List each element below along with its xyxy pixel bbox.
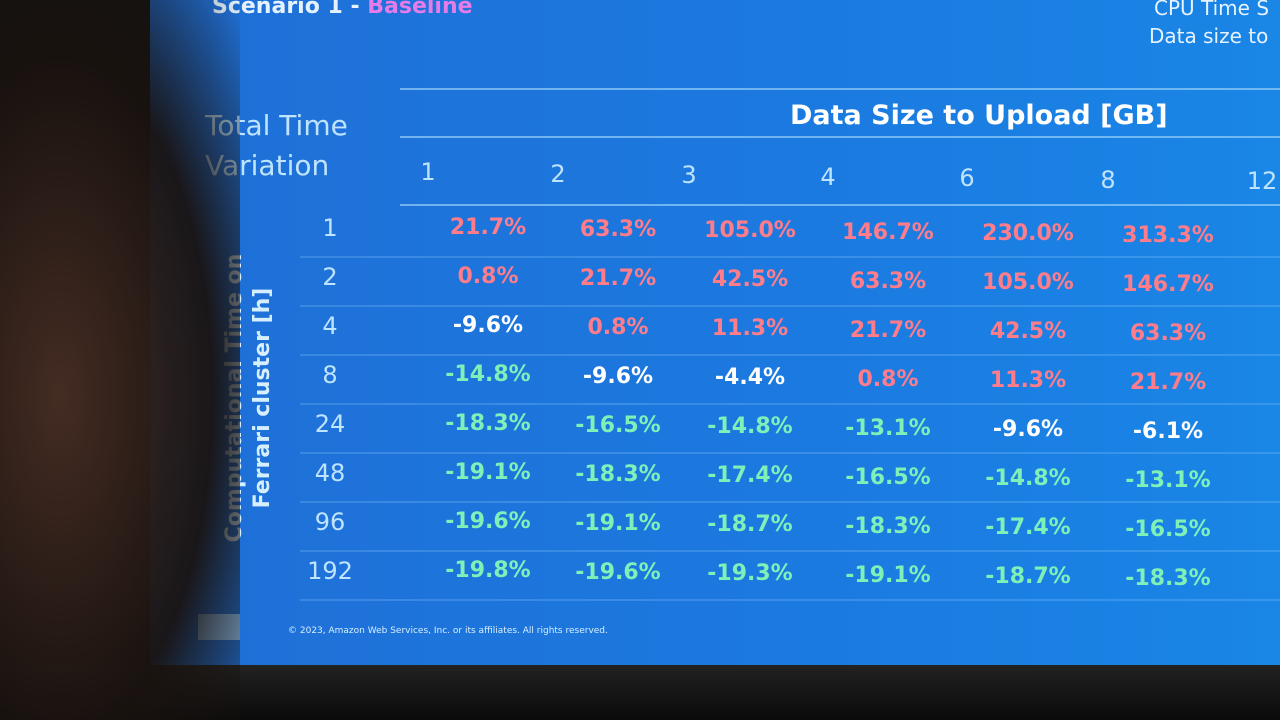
table-cell: -19.3% [707, 561, 793, 586]
table-cell: -18.7% [985, 564, 1071, 589]
screen [150, 0, 1280, 665]
table-cell: -14.8% [445, 362, 531, 387]
table-cell: 63.3% [579, 216, 657, 242]
rule [400, 88, 1280, 90]
table-cell: -16.5% [845, 464, 931, 490]
person-silhouette [0, 0, 240, 720]
right-header: CPU Time S [1154, 0, 1270, 20]
table-cell: -13.1% [845, 415, 931, 441]
row-rule [300, 452, 1280, 454]
column-header: 8 [1100, 165, 1116, 194]
table-cell: -17.4% [985, 515, 1071, 540]
title-highlight: Baseline [367, 0, 473, 19]
column-title: Data Size to Upload [GB] [790, 100, 1168, 131]
column-header: 2 [550, 159, 566, 188]
table-cell: -6.1% [1132, 418, 1204, 444]
column-header: 6 [959, 164, 975, 192]
table-cell: 42.5% [711, 267, 789, 292]
table-cell: 146.7% [1122, 271, 1214, 297]
table-cell: -18.3% [845, 513, 931, 539]
table-cell: 21.7% [449, 215, 527, 240]
table-cell: -18.7% [707, 512, 793, 537]
row-header: 24 [314, 410, 346, 438]
row-rule [300, 354, 1280, 356]
column-header: 12 [1246, 167, 1278, 195]
table-cell: 105.0% [704, 218, 796, 243]
table-cell: 11.3% [711, 316, 789, 341]
table-cell: -18.3% [575, 461, 661, 487]
table-cell: -14.8% [985, 466, 1071, 491]
table-cell: -19.8% [445, 558, 531, 583]
column-header: 4 [820, 162, 836, 191]
row-rule [300, 305, 1280, 307]
row-header: 48 [314, 459, 346, 487]
title: Scenario 1 - [212, 0, 368, 19]
row-header: 96 [314, 508, 346, 536]
row-header: 2 [322, 263, 338, 291]
table-cell: 63.3% [849, 268, 927, 294]
table-cell: 42.5% [989, 319, 1067, 344]
table-cell: 105.0% [982, 270, 1074, 295]
row-header: 1 [322, 214, 338, 242]
table-cell: -17.4% [707, 463, 793, 488]
table-cell: 0.8% [457, 264, 519, 289]
row-rule [300, 501, 1280, 503]
column-header: 1 [420, 158, 436, 186]
table-cell: 0.8% [587, 314, 649, 340]
table-cell: 21.7% [849, 317, 927, 343]
table-cell: 313.3% [1122, 222, 1214, 248]
row-header: 4 [322, 312, 338, 340]
table-cell: -13.1% [1125, 467, 1211, 493]
table-cell: -19.1% [445, 460, 531, 485]
row-rule [300, 550, 1280, 552]
table-cell: -19.6% [445, 509, 531, 534]
table-cell: 21.7% [579, 265, 657, 291]
table-cell: -16.5% [575, 412, 661, 438]
row-header: 192 [307, 557, 353, 585]
table-cell: -19.1% [845, 562, 931, 588]
rule [400, 136, 1280, 138]
copyright: © 2023, Amazon Web Services, Inc. or its… [288, 626, 608, 636]
table-cell: 230.0% [982, 221, 1074, 246]
table-cell: 63.3% [1129, 320, 1207, 346]
table-cell: -9.6% [992, 417, 1064, 442]
table-cell: -18.3% [1125, 565, 1211, 591]
table-cell: -18.3% [445, 411, 531, 436]
table-cell: 11.3% [989, 368, 1067, 393]
slide-title: Scenario 1 - Baseline [212, 0, 473, 19]
table-cell: 0.8% [857, 366, 919, 392]
column-header: 3 [681, 161, 697, 189]
table-cell: -19.6% [575, 559, 661, 585]
table-cell: -4.4% [714, 365, 786, 390]
table-cell: -9.6% [452, 313, 524, 338]
row-header: 8 [322, 361, 338, 389]
table-cell: 146.7% [842, 219, 934, 245]
row-rule [300, 599, 1280, 601]
right-header: Data size to [1149, 24, 1269, 48]
rule [400, 204, 1280, 206]
table-cell: -9.6% [582, 363, 654, 389]
row-rule [300, 403, 1280, 405]
table-cell: -19.1% [575, 510, 661, 536]
table-cell: -16.5% [1125, 516, 1211, 542]
row-rule [300, 256, 1280, 258]
table-cell: 21.7% [1129, 369, 1207, 395]
table-cell: -14.8% [707, 414, 793, 439]
